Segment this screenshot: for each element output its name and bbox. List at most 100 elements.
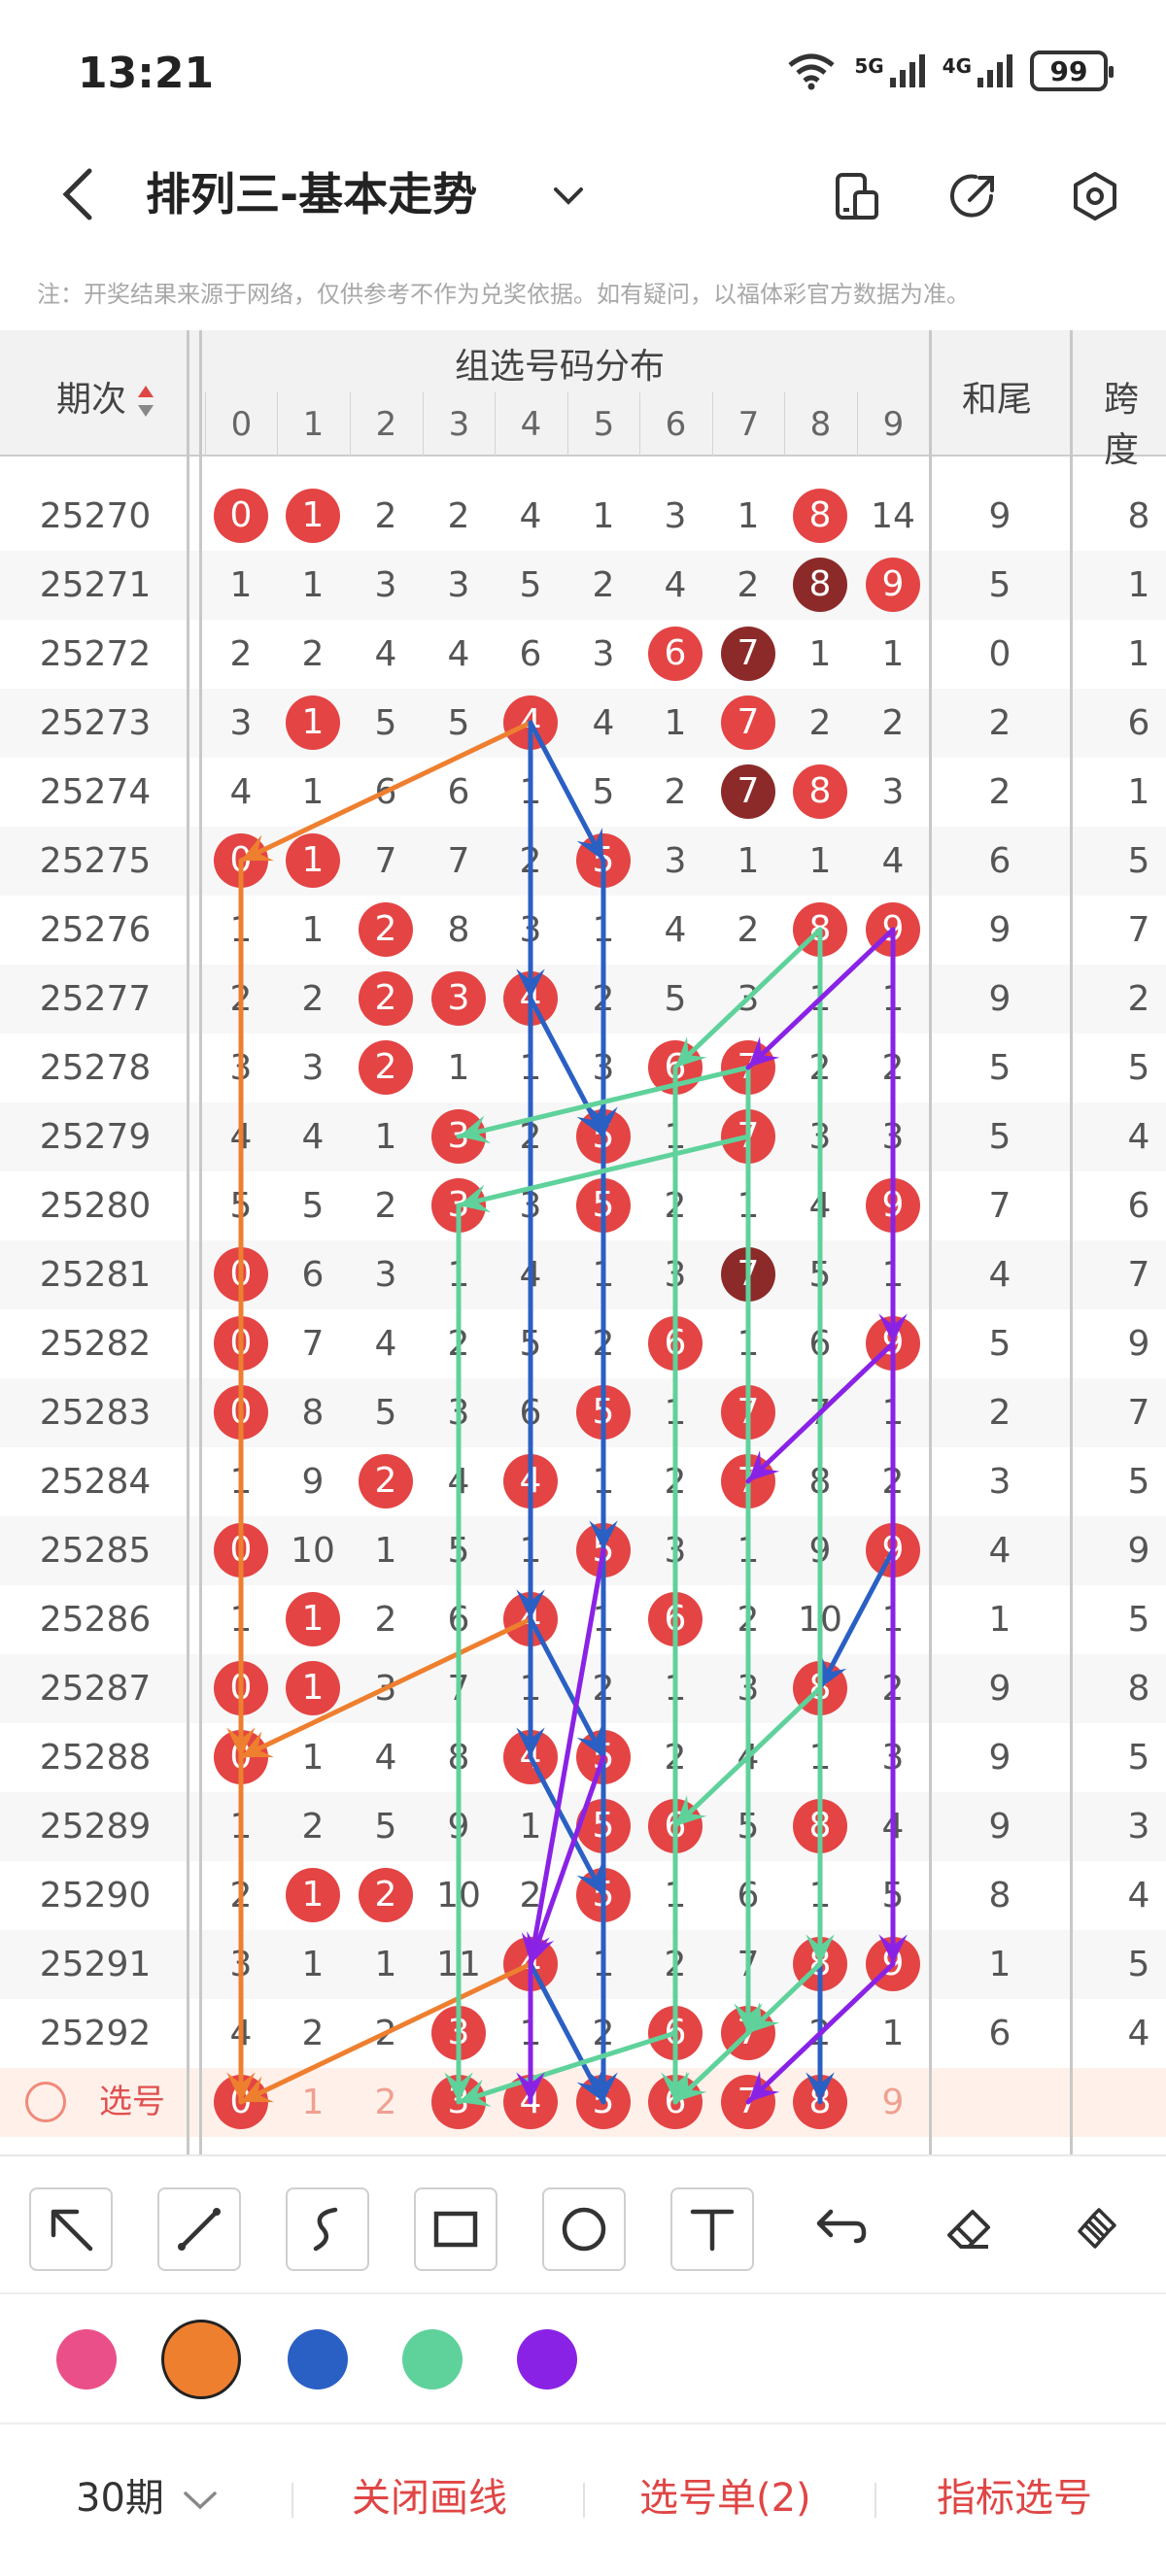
span-cell: 5 [1127,1600,1150,1640]
arrow-tool[interactable] [29,2187,113,2271]
table-row: 25284 1 9 2 4 4 1 2 7 8 2 3 5 [0,1447,1166,1516]
text-tool[interactable] [670,2187,754,2271]
miss-count-cell: 1 [301,910,325,950]
miss-count-cell: 1 [229,1807,253,1847]
span-cell: 8 [1127,1669,1150,1709]
miss-count-cell: 1 [664,1876,687,1915]
share-icon [950,174,994,218]
miss-count-cell: 1 [737,1324,760,1364]
color-swatch-blue[interactable] [288,2329,348,2390]
clear-all-button[interactable] [1055,2187,1139,2271]
miss-count-cell: 5 [737,1807,760,1847]
close-drawing-button[interactable]: 关闭画线 [352,2476,507,2521]
select-ball-on[interactable]: 6 [648,2075,703,2129]
miss-count-cell: 6 [737,1876,760,1915]
issue-cell: 25270 [39,496,152,536]
miss-count-cell: 2 [592,565,615,605]
winning-number-ball: 7 [721,764,775,819]
sum-tail-cell: 9 [988,979,1012,1019]
select-ball-on[interactable]: 8 [793,2075,847,2129]
circle-tool-icon [562,2207,606,2252]
sum-tail-cell: 6 [988,2014,1012,2053]
signal-5g-icon: 5G [854,54,925,87]
miss-count-cell: 2 [374,1600,397,1640]
settings-button[interactable] [1066,167,1124,225]
winning-number-ball: 8 [793,1937,847,1991]
select-radio-icon[interactable] [25,2082,66,2122]
select-ball-off[interactable]: 1 [301,2083,325,2122]
device-switch-button[interactable] [828,167,886,225]
digit-header-3: 3 [423,392,495,457]
miss-count-cell: 2 [808,703,832,743]
winning-number-ball: 3 [431,971,486,1026]
miss-count-cell: 3 [881,1738,905,1778]
miss-count-cell: 1 [808,1876,832,1915]
miss-count-cell: 2 [301,2014,325,2053]
winning-number-ball: 4 [503,1454,558,1508]
rectangle-tool[interactable] [414,2187,497,2271]
miss-count-cell: 3 [664,1255,687,1295]
curve-tool[interactable] [286,2187,369,2271]
miss-count-cell: 2 [447,496,470,536]
color-swatch-pink[interactable] [56,2329,117,2390]
winning-number-ball: 2 [359,971,413,1026]
curve-tool-icon [313,2207,338,2252]
divider [199,330,202,2154]
miss-count-cell: 4 [301,1117,325,1157]
miss-count-cell: 5 [808,1255,832,1295]
winning-number-ball: 7 [721,627,775,681]
miss-count-cell: 1 [301,565,325,605]
color-picker [0,2292,1166,2423]
miss-count-cell: 1 [592,910,615,950]
miss-count-cell: 6 [301,1255,325,1295]
select-number-row[interactable]: 选号 0 1 2 3 4 5 6 7 8 9 [0,2068,1166,2137]
issue-column-header[interactable]: 期次 [56,371,154,422]
select-ball-on[interactable]: 4 [503,2075,558,2129]
winning-number-ball: 1 [286,833,340,888]
select-ball-on[interactable]: 0 [214,2075,268,2129]
miss-count-cell: 1 [881,634,905,674]
select-ball-on[interactable]: 5 [576,2075,631,2129]
winning-number-ball: 9 [866,902,920,957]
title-dropdown-button[interactable] [544,167,593,225]
period-selector[interactable]: 30期 [76,2471,218,2525]
page-title[interactable]: 排列三-基本走势 [146,168,478,220]
table-row: 25289 1 2 5 9 1 5 6 5 8 4 9 3 [0,1792,1166,1861]
select-ball-on[interactable]: 3 [431,2075,486,2129]
circle-tool[interactable] [542,2187,626,2271]
undo-icon [816,2209,867,2244]
select-ball-off[interactable]: 9 [881,2083,905,2122]
miss-count-cell: 2 [301,979,325,1019]
color-swatch-orange-selected[interactable] [161,2320,241,2399]
divider [292,2483,293,2518]
miss-count-cell: 1 [808,634,832,674]
winning-number-ball: 8 [793,764,847,819]
miss-count-cell: 6 [374,772,397,812]
miss-count-cell: 5 [592,772,615,812]
color-swatch-green[interactable] [402,2329,463,2390]
select-ball-off[interactable]: 2 [374,2083,397,2122]
miss-count-cell: 1 [301,772,325,812]
line-tool[interactable] [157,2187,241,2271]
back-button[interactable] [49,160,107,228]
span-cell: 1 [1127,634,1150,674]
divider [187,330,189,2154]
miss-count-cell: 2 [301,634,325,674]
eraser-button[interactable] [927,2187,1011,2271]
digit-header-1: 1 [277,392,349,457]
miss-count-cell: 1 [881,1393,905,1433]
miss-count-cell: 2 [592,2014,615,2053]
sum-tail-cell: 5 [988,565,1012,605]
selection-list-button[interactable]: 选号单(2) [639,2476,811,2521]
winning-number-ball: 0 [214,1247,268,1302]
undo-button[interactable] [799,2187,882,2271]
indicator-select-button[interactable]: 指标选号 [937,2476,1092,2521]
winning-number-ball: 3 [431,1109,486,1164]
winning-number-ball: 3 [431,2006,486,2060]
share-button[interactable] [944,167,1003,225]
color-swatch-purple[interactable] [517,2329,577,2390]
table-row: 25286 1 1 2 6 4 1 6 2 10 1 1 5 [0,1585,1166,1654]
winning-number-ball: 2 [359,1868,413,1922]
select-ball-on[interactable]: 7 [721,2075,775,2129]
